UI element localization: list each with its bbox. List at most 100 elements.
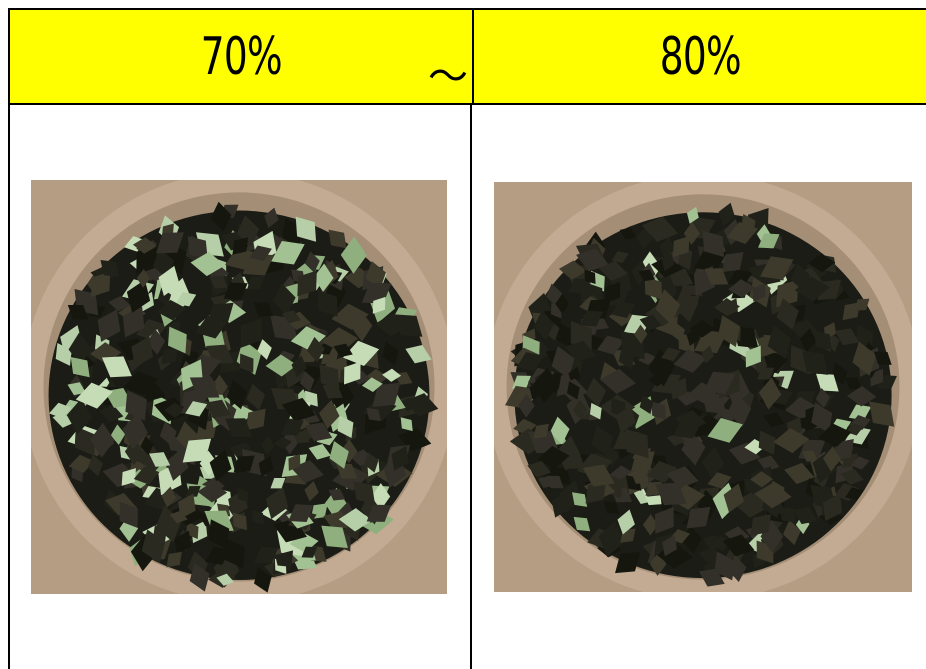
dark-seed	[615, 552, 641, 574]
dark-seed	[319, 399, 340, 430]
dark-seed	[794, 276, 830, 302]
dark-seed	[258, 455, 274, 477]
dark-seed	[702, 230, 725, 258]
dark-seed	[831, 362, 848, 386]
dark-seed	[365, 260, 386, 290]
dark-seed	[727, 393, 752, 428]
dark-seed	[185, 485, 201, 497]
dark-seed	[328, 229, 347, 249]
dark-seed	[639, 394, 654, 415]
dark-seed	[382, 341, 399, 365]
dark-seed	[723, 483, 744, 513]
dark-seed	[126, 279, 151, 313]
dark-seed	[391, 445, 409, 471]
dark-seed	[206, 302, 234, 325]
dark-seed	[758, 430, 776, 455]
dark-seed	[642, 514, 659, 536]
green-seed	[372, 296, 386, 314]
dark-seed	[165, 448, 189, 481]
dark-seed	[251, 510, 265, 525]
dark-seed	[122, 412, 148, 450]
green-seed	[313, 263, 334, 292]
dark-seed	[232, 512, 248, 531]
dark-seed	[568, 278, 590, 294]
dark-seed	[159, 421, 177, 446]
dark-seed	[630, 451, 655, 472]
dark-seed	[239, 353, 254, 373]
dark-seed	[533, 310, 555, 341]
dark-seed	[513, 418, 537, 436]
dark-seed	[558, 260, 587, 280]
dark-seed	[702, 535, 724, 550]
dark-seed	[119, 501, 138, 528]
dark-seed	[668, 268, 694, 287]
dark-seed	[646, 461, 678, 483]
dark-seed	[90, 342, 122, 365]
header-label-70: 70%	[200, 26, 282, 87]
green-seed	[149, 452, 171, 467]
dark-seed	[324, 277, 347, 309]
dark-seed	[322, 384, 343, 399]
green-seed	[67, 382, 87, 396]
dark-seed	[108, 295, 131, 312]
green-seed	[512, 375, 531, 389]
dark-seed	[254, 567, 272, 593]
dark-seed	[537, 476, 555, 488]
dark-seed	[242, 253, 274, 276]
dark-seed	[140, 435, 154, 456]
dark-seed	[533, 367, 559, 404]
dark-seed	[655, 482, 687, 506]
dark-seed	[122, 306, 145, 338]
dark-seed	[758, 377, 782, 410]
green-seed	[182, 438, 212, 463]
dark-seed	[223, 538, 245, 569]
dark-seed	[131, 336, 154, 368]
dark-seed	[661, 253, 675, 271]
dark-seed	[226, 379, 248, 410]
dark-seed	[568, 366, 581, 385]
dark-seed	[728, 269, 753, 287]
dark-seed	[611, 301, 636, 318]
dark-seed	[754, 482, 792, 509]
green-seed	[338, 508, 373, 532]
dark-seed	[634, 324, 648, 344]
photo-seeds-80	[494, 182, 912, 592]
dark-seed	[630, 471, 649, 484]
dark-seed	[661, 347, 681, 362]
dark-seed	[721, 251, 744, 273]
dark-seed	[802, 350, 828, 375]
column-divider	[470, 105, 472, 669]
dark-seed	[784, 462, 815, 485]
dark-seed	[790, 263, 811, 292]
dark-seed	[87, 454, 103, 477]
dark-seed	[161, 486, 177, 508]
dark-seed	[672, 236, 690, 258]
dark-seed	[264, 207, 279, 228]
dark-seed	[835, 328, 859, 346]
dark-seed	[178, 493, 196, 519]
dark-seed	[596, 335, 625, 355]
dark-seed	[638, 269, 656, 282]
dark-seed	[166, 551, 182, 568]
dark-seed	[209, 449, 232, 482]
dark-seed	[237, 488, 249, 503]
dark-seed	[725, 298, 738, 317]
dark-seed	[99, 405, 124, 423]
dark-seed	[644, 276, 663, 300]
dark-seed	[518, 393, 535, 418]
dark-seed	[710, 393, 731, 408]
green-seed	[816, 373, 839, 392]
dark-seed	[639, 314, 662, 331]
dark-seed	[773, 428, 810, 454]
green-seed	[271, 241, 305, 265]
dark-seed	[565, 340, 596, 362]
dark-seed	[728, 279, 755, 298]
dark-seed	[273, 518, 307, 543]
dark-seed	[319, 364, 340, 389]
green-seed	[75, 382, 113, 409]
green-seed	[158, 265, 180, 296]
photo-seeds-70	[31, 180, 447, 594]
dark-seed	[852, 341, 877, 376]
dark-seed	[776, 279, 799, 308]
dark-seed	[869, 401, 895, 427]
